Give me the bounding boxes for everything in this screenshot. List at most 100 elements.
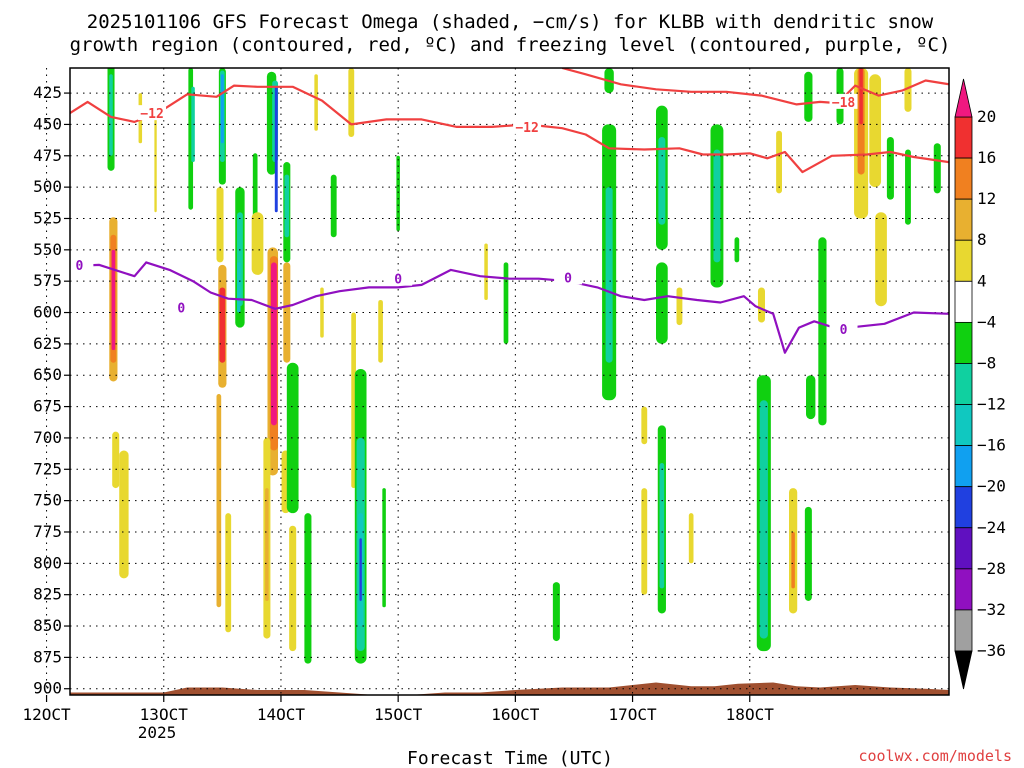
omega-patch-58 [658, 136, 666, 225]
y-tick-label-6: 575 [33, 271, 62, 290]
freezing-level-label-bg-1 [167, 299, 196, 315]
terrain-fill [70, 682, 949, 695]
colorbar-top-arrow [954, 78, 973, 118]
x-tick-label-1: 13OCT [140, 705, 189, 724]
omega-patch-10 [191, 86, 195, 163]
y-tick-label-18: 875 [33, 647, 62, 666]
omega-patch-39 [314, 74, 318, 131]
omega-patch-22 [252, 153, 258, 225]
colorbar-box-3 [954, 239, 973, 282]
colorbar-label-13: −36 [977, 641, 1006, 660]
omega-patch-83 [875, 212, 887, 307]
colorbar-box-1 [954, 157, 973, 200]
omega-patch-75 [804, 71, 813, 122]
omega-shading [107, 68, 941, 664]
omega-patch-8 [154, 111, 157, 213]
colorbar-label-0: 20 [977, 107, 996, 126]
chart-title-line-1: 2025101106 GFS Forecast Omega (shaded, −… [87, 11, 934, 33]
freezing-level-label-1: 0 [177, 302, 185, 317]
snow-growth-contour-1-label-bg-0 [829, 93, 858, 109]
y-tick-label-4: 525 [33, 208, 62, 227]
x-tick-label-3: 15OCT [374, 705, 423, 724]
colorbar-label-11: −28 [977, 559, 1006, 578]
x-tick-label-2: 14OCT [257, 705, 306, 724]
colorbar-box-2 [954, 198, 973, 241]
snow-growth-contour-0-label-bg-1 [513, 118, 542, 134]
omega-patch-51 [484, 243, 488, 300]
omega-patch-87 [905, 149, 911, 225]
snow-growth-contour-0-label-1: −12 [515, 121, 538, 136]
omega-patch-50 [396, 155, 400, 232]
omega-patch-74 [791, 531, 795, 589]
omega-patch-88 [933, 143, 941, 194]
omega-patch-47 [359, 538, 362, 601]
y-tick-label-12: 725 [33, 459, 62, 478]
colorbar-box-12 [954, 609, 973, 652]
x-tick-label-6: 18OCT [726, 705, 775, 724]
colorbar-box-6 [954, 363, 973, 405]
omega-patch-40 [320, 287, 324, 338]
freezing-level-label-bg-2 [384, 270, 413, 286]
x-tick-label-0: 12OCT [22, 705, 71, 724]
temperature-contours: −12 −12 −18 0 0 0 0 0 [70, 68, 949, 354]
omega-patch-85 [904, 68, 912, 112]
colorbar-label-6: −8 [977, 353, 996, 372]
colorbar-box-7 [954, 404, 973, 447]
omega-patch-5 [112, 431, 120, 489]
omega-patch-21 [237, 262, 241, 313]
omega-patch-77 [804, 506, 812, 601]
omega-patch-34 [265, 488, 269, 601]
omega-patch-82 [859, 68, 863, 125]
omega-patch-13 [220, 74, 224, 144]
freezing-level-label-bg-3 [554, 269, 583, 285]
y-tick-label-3: 500 [33, 177, 62, 196]
y-tick-label-19: 900 [33, 679, 62, 698]
freezing-level-label-bg-0 [70, 256, 94, 272]
omega-patch-25 [274, 86, 278, 213]
freezing-level-line [70, 261, 949, 354]
y-tick-label-17: 850 [33, 616, 62, 635]
omega-patch-86 [886, 136, 894, 200]
grid-lines [46, 68, 949, 695]
y-tick-label-15: 800 [33, 553, 62, 572]
colorbar-label-12: −32 [977, 600, 1006, 619]
freezing-level-label-0: 0 [75, 259, 83, 274]
omega-patch-37 [289, 525, 297, 652]
omega-patch-16 [219, 287, 226, 363]
omega-patch-63 [659, 463, 665, 589]
time-axis: 12OCT 13OCT 14OCT 15OCT 16OCT 17OCT 18OCT [22, 695, 774, 724]
omega-patch-78 [818, 237, 827, 426]
colorbar-box-0 [954, 116, 973, 159]
snow-growth-contour-0-label-0: −12 [140, 107, 163, 122]
y-tick-label-16: 825 [33, 585, 62, 604]
y-tick-label-7: 600 [33, 303, 62, 322]
omega-patch-76 [806, 375, 816, 420]
credit-text: coolwx.com/models [858, 747, 1012, 765]
x-axis-year-label: 2025 [138, 723, 177, 742]
omega-patch-31 [270, 262, 277, 426]
colorbar-label-10: −24 [977, 518, 1006, 537]
colorbar-box-10 [954, 527, 973, 570]
y-tick-label-14: 775 [33, 522, 62, 541]
colorbar-label-3: 8 [977, 230, 987, 249]
omega-patch-61 [641, 488, 648, 595]
omega-patch-32 [283, 262, 291, 363]
y-tick-label-9: 650 [33, 365, 62, 384]
y-tick-label-11: 700 [33, 428, 62, 447]
omega-patch-70 [759, 400, 768, 639]
terrain-shape [70, 682, 949, 695]
omega-patch-36 [286, 362, 299, 514]
omega-patch-68 [734, 237, 740, 263]
omega-patch-49 [378, 299, 383, 363]
colorbar-label-4: 4 [977, 271, 987, 290]
omega-patch-67 [713, 149, 721, 263]
omega-patch-18 [225, 513, 232, 633]
omega-patch-59 [656, 262, 668, 344]
omega-patch-6 [119, 450, 129, 579]
omega-patch-17 [216, 394, 222, 608]
omega-patch-27 [284, 174, 290, 238]
chart-title-line-2: growth region (contoured, red, ºC) and f… [70, 34, 951, 56]
colorbar-box-5 [954, 321, 973, 364]
y-tick-label-10: 675 [33, 397, 62, 416]
colorbar-label-2: 12 [977, 189, 996, 208]
